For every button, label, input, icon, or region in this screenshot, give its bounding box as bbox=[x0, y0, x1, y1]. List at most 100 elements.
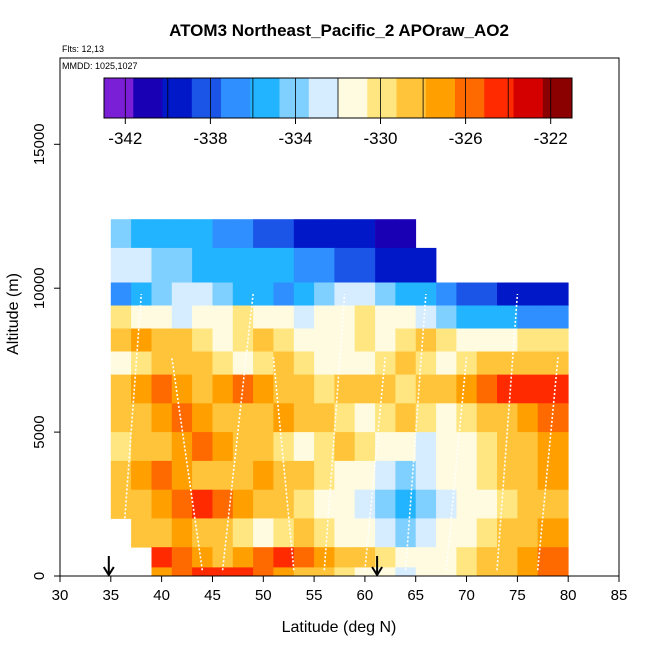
heat-cell bbox=[212, 305, 234, 329]
heat-cell bbox=[232, 351, 254, 375]
heat-cell bbox=[171, 567, 193, 577]
y-axis-label: Altitude (m) bbox=[5, 273, 22, 355]
heat-cell bbox=[314, 328, 335, 352]
x-tick-label: 45 bbox=[204, 587, 221, 604]
heat-cell bbox=[192, 219, 213, 249]
heat-cell bbox=[273, 374, 295, 404]
x-tick-label: 85 bbox=[611, 587, 628, 604]
heat-cell bbox=[273, 219, 295, 249]
heat-cell bbox=[110, 219, 132, 249]
y-tick-label: 15000 bbox=[31, 123, 48, 165]
colorbar-swatch bbox=[396, 78, 427, 118]
heat-cell bbox=[293, 374, 315, 404]
heat-cell bbox=[517, 305, 539, 329]
heat-cell bbox=[537, 403, 559, 433]
heat-cell bbox=[314, 219, 335, 249]
heat-cell bbox=[131, 489, 152, 519]
x-tick-label: 80 bbox=[560, 587, 577, 604]
heat-cell bbox=[273, 247, 295, 283]
heat-cell bbox=[375, 305, 396, 329]
x-tick-label: 65 bbox=[407, 587, 424, 604]
heat-cell bbox=[212, 460, 234, 491]
heat-cell bbox=[334, 460, 356, 491]
heat-cell bbox=[517, 518, 539, 548]
heat-cell bbox=[293, 282, 315, 306]
heat-cell bbox=[273, 489, 295, 519]
heat-cell bbox=[293, 460, 315, 491]
heat-cell bbox=[558, 432, 569, 462]
heat-cell bbox=[131, 432, 152, 462]
heat-cell bbox=[456, 351, 478, 375]
heat-cell bbox=[354, 547, 376, 568]
heat-cell bbox=[253, 489, 274, 519]
heat-cell bbox=[395, 305, 417, 329]
heat-cell bbox=[212, 518, 234, 548]
heat-cell bbox=[354, 489, 376, 519]
heat-cell bbox=[110, 374, 132, 404]
heat-cell bbox=[517, 282, 539, 306]
heat-cell bbox=[293, 351, 315, 375]
heat-cell bbox=[131, 247, 152, 283]
heat-cell bbox=[334, 489, 356, 519]
heat-cell bbox=[212, 403, 234, 433]
heat-cell bbox=[253, 328, 274, 352]
heat-cell bbox=[497, 489, 518, 519]
heat-cell bbox=[192, 403, 213, 433]
heat-cell bbox=[558, 328, 569, 352]
mmdd-label: MMDD: 1025,1027 bbox=[62, 61, 138, 71]
heat-cell bbox=[232, 403, 254, 433]
heat-cell bbox=[171, 219, 193, 249]
heat-cell bbox=[131, 374, 152, 404]
heat-cell bbox=[558, 460, 569, 491]
heat-cell bbox=[171, 247, 193, 283]
heat-cell bbox=[456, 282, 478, 306]
heat-cell bbox=[354, 567, 376, 577]
heat-cell bbox=[151, 432, 173, 462]
chart-title: ATOM3 Northeast_Pacific_2 APOraw_AO2 bbox=[169, 21, 509, 40]
heat-cell bbox=[171, 282, 193, 306]
heat-cell bbox=[456, 460, 478, 491]
heat-cell bbox=[131, 219, 152, 249]
heat-cell bbox=[110, 460, 132, 491]
heat-cell bbox=[517, 374, 539, 404]
heat-cell bbox=[334, 219, 356, 249]
colorbar-swatch bbox=[279, 78, 310, 118]
heat-cell bbox=[415, 351, 437, 375]
heat-cell bbox=[131, 518, 152, 548]
heat-cell bbox=[456, 432, 478, 462]
heat-cell bbox=[232, 547, 254, 568]
heat-cell bbox=[456, 518, 478, 548]
heat-cell bbox=[456, 374, 478, 404]
heat-cell bbox=[497, 374, 518, 404]
heat-cell bbox=[375, 489, 396, 519]
heat-cell bbox=[334, 247, 356, 283]
arrow-marker-head bbox=[102, 566, 115, 577]
heat-cell bbox=[151, 403, 173, 433]
heat-cell bbox=[293, 247, 315, 283]
heat-cell bbox=[375, 460, 396, 491]
heat-cell bbox=[192, 351, 213, 375]
x-tick-label: 75 bbox=[509, 587, 526, 604]
colorbar-tick-label: -322 bbox=[534, 129, 568, 148]
flights-label: Flts: 12,13 bbox=[62, 44, 104, 54]
heat-cell bbox=[151, 374, 173, 404]
heat-cell bbox=[293, 489, 315, 519]
heat-cell bbox=[151, 328, 173, 352]
heat-cell bbox=[314, 305, 335, 329]
heat-cell bbox=[293, 518, 315, 548]
heat-cell bbox=[314, 403, 335, 433]
heat-cell bbox=[436, 567, 457, 577]
heat-cell bbox=[212, 282, 234, 306]
heat-cell bbox=[375, 282, 396, 306]
heat-cell bbox=[558, 305, 569, 329]
colorbar-swatch bbox=[425, 78, 456, 118]
heat-cell bbox=[110, 305, 132, 329]
heat-cell bbox=[497, 282, 518, 306]
heat-cell bbox=[334, 351, 356, 375]
heat-cell bbox=[537, 328, 559, 352]
heat-cell bbox=[375, 328, 396, 352]
heat-cell bbox=[273, 403, 295, 433]
colorbar-swatch bbox=[250, 78, 280, 118]
heat-cell bbox=[436, 351, 457, 375]
colorbar-swatch bbox=[133, 78, 163, 118]
